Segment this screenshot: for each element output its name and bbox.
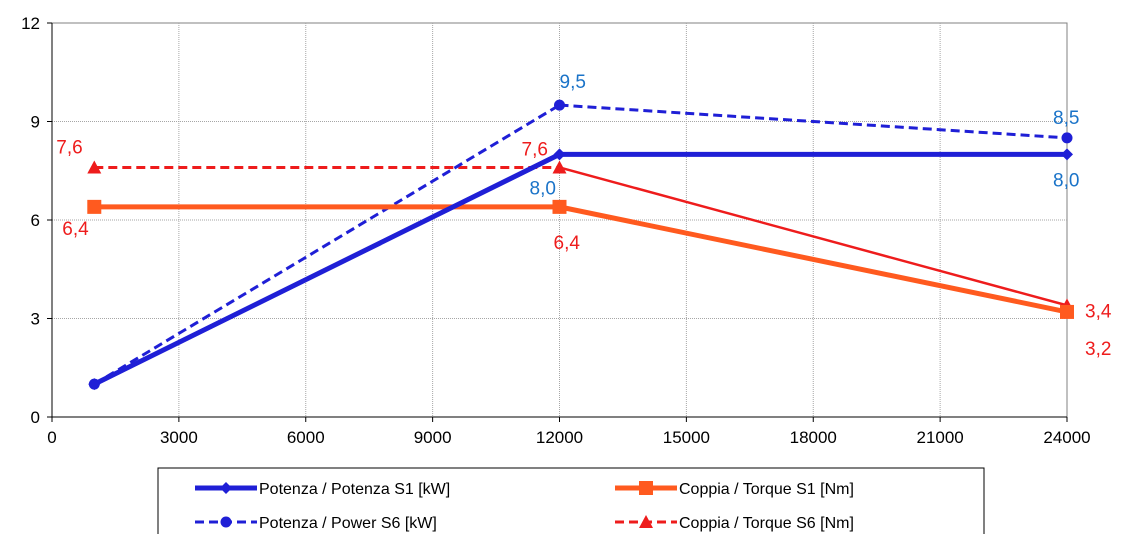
data-point-marker [1060,304,1074,319]
legend-marker [639,515,653,528]
data-label: 3,2 [1085,339,1111,360]
legend-entry-label: Potenza / Power S6 [kW] [259,515,437,532]
x-tick-label: 18000 [790,428,837,447]
x-tick-label: 21000 [916,428,963,447]
data-point-marker [87,160,102,174]
data-label: 7,6 [56,137,82,158]
x-tick-label: 0 [47,428,56,447]
data-label: 9,5 [560,72,586,93]
series-group [87,99,1074,391]
legend-marker [220,516,232,528]
data-point-marker [1061,148,1073,161]
x-tick-label: 6000 [287,428,325,447]
data-point-marker [1061,132,1073,144]
legend-entry-label: Coppia / Torque S6 [Nm] [679,515,854,532]
x-tick-label: 15000 [663,428,710,447]
legend-box [157,467,985,534]
legend-entry-label: Potenza / Potenza S1 [kW] [259,481,450,498]
data-point-marker [552,160,567,174]
data-point-marker [87,199,102,214]
data-label: 7,6 [522,139,548,160]
data-label: 6,4 [554,233,581,254]
y-tick-label: 0 [31,408,40,427]
series-line-segment [559,166,1068,307]
series-line-segment [93,103,561,386]
legend: Potenza / Potenza S1 [kW] Coppia / Torque… [157,467,985,534]
x-tick-label: 12000 [536,428,583,447]
data-labels: 8,0 8,0 6,4 6,4 3,2 9,5 8,5 7,6 7,6 3,4 [56,72,1112,360]
legend-entry-label: Coppia / Torque S1 [Nm] [679,481,854,498]
data-point-marker [552,199,567,214]
data-label: 8,0 [530,178,556,199]
data-point-marker [553,148,566,161]
series-line-segment [559,103,1068,140]
series-line-segment [93,152,561,387]
x-tick-label: 3000 [160,428,198,447]
y-tick-label: 12 [21,14,40,33]
data-label: 8,5 [1053,108,1079,129]
x-tick-label: 24000 [1043,428,1090,447]
y-tick-label: 3 [31,310,40,329]
data-label: 8,0 [1053,170,1079,191]
data-point-marker [554,99,565,111]
legend-marker [639,481,653,495]
data-label: 3,4 [1085,301,1112,322]
data-point-marker [88,378,101,391]
gridlines [52,23,1067,417]
legend-marker [220,482,232,494]
series-line-segment [558,204,1068,315]
x-tick-label: 9000 [414,428,452,447]
data-label: 6,4 [62,219,89,240]
axes: 0 3000 6000 9000 12000 15000 18000 21000 24000 0 3… [21,14,1091,447]
y-tick-label: 9 [31,113,40,132]
y-tick-label: 6 [31,211,40,230]
